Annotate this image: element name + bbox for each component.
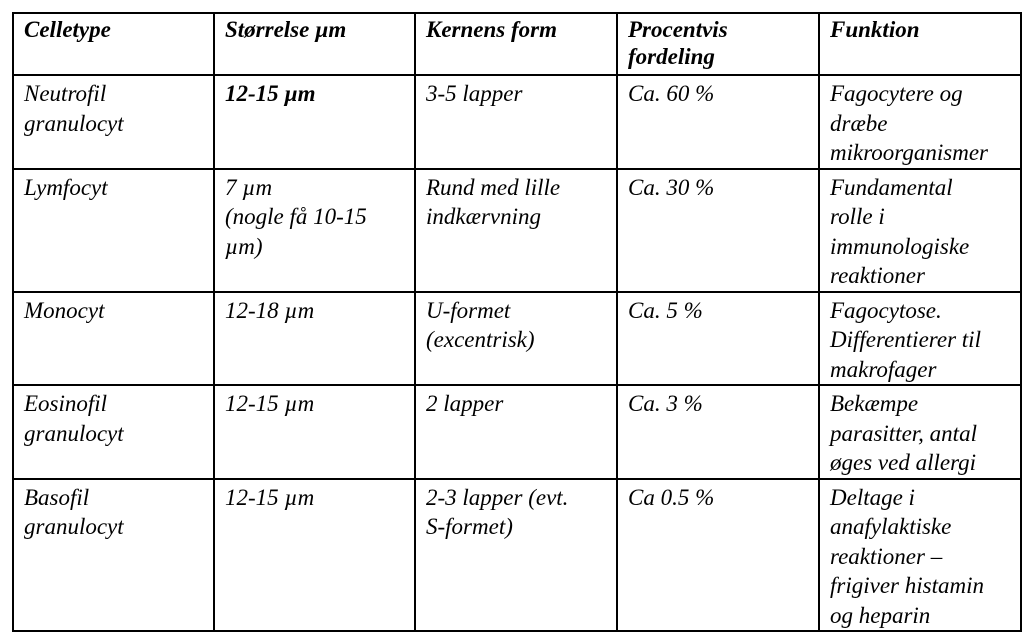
cell-stoerrelse: 12-18 µm: [213, 290, 416, 386]
header-celletype: Celletype: [12, 12, 215, 76]
cell-stoerrelse: 12-15 µm: [213, 384, 416, 480]
cell-funktion: Deltage i anafylaktiske reaktioner – fri…: [818, 477, 1022, 632]
table-row: Eosinofil granulocyt 12-15 µm 2 lapper C…: [12, 384, 1022, 480]
cell-celletype: Basofil granulocyt: [12, 477, 215, 632]
cell-funktion: Bekæmpe parasitter, antal øges ved aller…: [818, 384, 1022, 480]
cell-kernens-form: 3-5 lapper: [414, 74, 618, 170]
table-row: Neutrofil granulocyt 12-15 µm 3-5 lapper…: [12, 74, 1022, 170]
header-row: Celletype Størrelse µm Kernens form Proc…: [12, 12, 1022, 76]
cell-celletype: Eosinofil granulocyt: [12, 384, 215, 480]
cell-celletype: Monocyt: [12, 290, 215, 386]
cell-stoerrelse: 12-15 µm: [213, 74, 416, 170]
table-row: Monocyt 12-18 µm U-formet (excentrisk) C…: [12, 290, 1022, 386]
cell-stoerrelse: 12-15 µm: [213, 477, 416, 632]
cell-procentvis-fordeling: Ca 0.5 %: [616, 477, 820, 632]
cell-funktion: Fagocytose. Differentierer til makrofage…: [818, 290, 1022, 386]
table-row: Basofil granulocyt 12-15 µm 2-3 lapper (…: [12, 477, 1022, 632]
header-stoerrelse: Størrelse µm: [213, 12, 416, 76]
cell-procentvis-fordeling: Ca. 5 %: [616, 290, 820, 386]
cell-procentvis-fordeling: Ca. 30 %: [616, 167, 820, 293]
header-procentvis-fordeling: Procentvis fordeling: [616, 12, 820, 76]
blood-cell-table: Celletype Størrelse µm Kernens form Proc…: [12, 12, 1022, 632]
header-kernens-form: Kernens form: [414, 12, 618, 76]
cell-funktion: Fagocytere og dræbe mikroorganismer: [818, 74, 1022, 170]
table-row: Lymfocyt 7 µm (nogle få 10-15 µm) Rund m…: [12, 167, 1022, 293]
header-funktion: Funktion: [818, 12, 1022, 76]
cell-celletype: Lymfocyt: [12, 167, 215, 293]
cell-procentvis-fordeling: Ca. 60 %: [616, 74, 820, 170]
cell-procentvis-fordeling: Ca. 3 %: [616, 384, 820, 480]
cell-kernens-form: Rund med lille indkærvning: [414, 167, 618, 293]
cell-celletype: Neutrofil granulocyt: [12, 74, 215, 170]
cell-kernens-form: 2-3 lapper (evt. S-formet): [414, 477, 618, 632]
cell-stoerrelse: 7 µm (nogle få 10-15 µm): [213, 167, 416, 293]
cell-kernens-form: U-formet (excentrisk): [414, 290, 618, 386]
cell-funktion: Fundamental rolle i immunologiske reakti…: [818, 167, 1022, 293]
cell-kernens-form: 2 lapper: [414, 384, 618, 480]
